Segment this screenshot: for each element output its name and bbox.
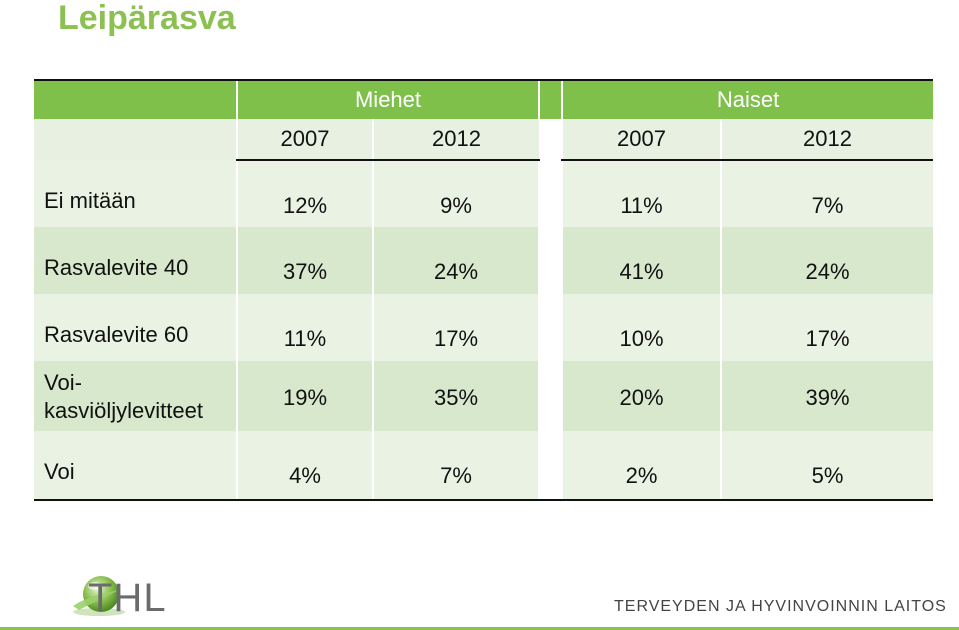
header-gap-cell bbox=[538, 79, 563, 119]
table-row: Rasvalevite 60 11% 17% 10% 17% bbox=[34, 294, 934, 361]
cell-value: 35% bbox=[371, 361, 540, 431]
year-header: 2007 bbox=[561, 119, 722, 161]
row-label-line: Voi- bbox=[44, 370, 82, 395]
gap-cell bbox=[538, 227, 563, 294]
data-table: Miehet Naiset 2007 2012 2007 2012 Ei mit… bbox=[34, 79, 934, 501]
row-label: Rasvalevite 60 bbox=[34, 294, 237, 361]
cell-value: 39% bbox=[720, 361, 934, 431]
cell-value: 20% bbox=[561, 361, 722, 431]
cell-value: 12% bbox=[236, 160, 373, 227]
cell-value: 7% bbox=[371, 431, 540, 501]
cell-value: 17% bbox=[720, 294, 934, 361]
cell-value: 17% bbox=[371, 294, 540, 361]
cell-value: 2% bbox=[561, 431, 722, 501]
group-header-men: Miehet bbox=[235, 79, 540, 119]
cell-value: 10% bbox=[561, 294, 722, 361]
cell-value: 11% bbox=[236, 294, 373, 361]
cell-value: 24% bbox=[720, 227, 934, 294]
row-label: Voi bbox=[34, 431, 237, 501]
year-header-row: 2007 2012 2007 2012 bbox=[34, 119, 934, 161]
row-label-line: kasviöljylevitteet bbox=[44, 398, 203, 423]
group-header-women: Naiset bbox=[561, 79, 934, 119]
header-blank-cell bbox=[34, 79, 237, 119]
year-header-gap bbox=[539, 119, 563, 160]
gap-cell bbox=[538, 160, 563, 227]
table-row: Voi- kasviöljylevitteet 19% 35% 20% 39% bbox=[34, 361, 934, 431]
row-label: Rasvalevite 40 bbox=[34, 227, 237, 294]
year-header: 2012 bbox=[371, 119, 540, 161]
row-label: Ei mitään bbox=[34, 160, 237, 227]
table-row: Voi 4% 7% 2% 5% bbox=[34, 431, 934, 501]
table-row: Ei mitään 12% 9% 11% 7% bbox=[34, 160, 934, 227]
cell-value: 19% bbox=[236, 361, 373, 431]
cell-value: 24% bbox=[371, 227, 540, 294]
gap-cell bbox=[538, 431, 563, 501]
cell-value: 37% bbox=[236, 227, 373, 294]
globe-logo-icon bbox=[73, 576, 125, 616]
year-header: 2007 bbox=[236, 119, 373, 161]
organization-name: TERVEYDEN JA HYVINVOINNIN LAITOS bbox=[614, 598, 947, 615]
page-title: Leipärasva bbox=[58, 0, 236, 37]
cell-value: 11% bbox=[561, 160, 722, 227]
cell-value: 7% bbox=[720, 160, 934, 227]
cell-value: 4% bbox=[236, 431, 373, 501]
table-row: Rasvalevite 40 37% 24% 41% 24% bbox=[34, 227, 934, 294]
row-label: Voi- kasviöljylevitteet bbox=[34, 361, 237, 431]
year-header-blank bbox=[34, 119, 237, 160]
cell-value: 41% bbox=[561, 227, 722, 294]
year-header: 2012 bbox=[720, 119, 934, 161]
gap-cell bbox=[538, 294, 563, 361]
gap-cell bbox=[538, 361, 563, 431]
cell-value: 9% bbox=[371, 160, 540, 227]
bottom-divider bbox=[0, 627, 959, 630]
logo-text: THL bbox=[88, 576, 167, 620]
cell-value: 5% bbox=[720, 431, 934, 501]
group-header-row: Miehet Naiset bbox=[34, 79, 934, 119]
